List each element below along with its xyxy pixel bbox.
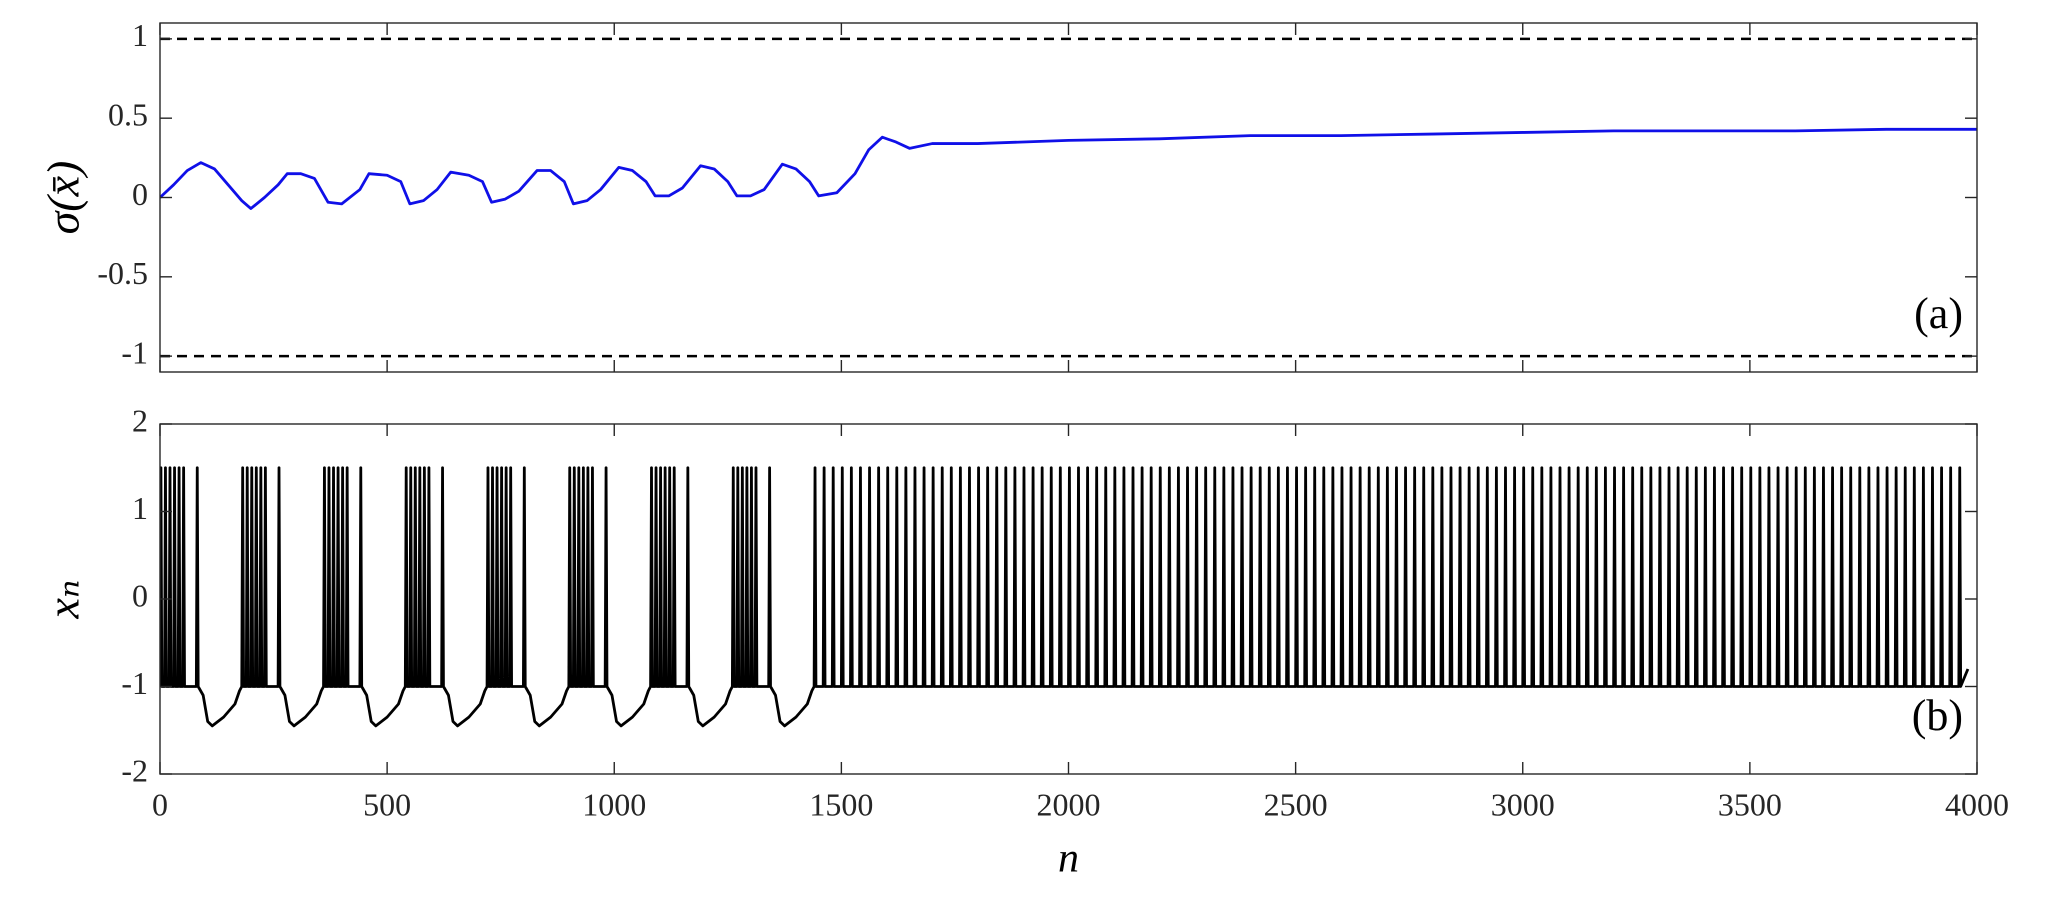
data-line <box>160 127 1977 210</box>
x-tick-label: 2500 <box>1264 786 1328 822</box>
y-tick-label: -0.5 <box>97 255 148 291</box>
x-tick-label: 3000 <box>1491 786 1555 822</box>
x-tick-label: 1500 <box>809 786 873 822</box>
panel-label: (a) <box>1914 289 1963 338</box>
x-tick-label: 0 <box>152 786 168 822</box>
plot-area <box>160 466 1970 728</box>
x-tick-label: 1000 <box>582 786 646 822</box>
y-tick-label: 1 <box>132 17 148 53</box>
x-tick-label: 3500 <box>1718 786 1782 822</box>
plot-area <box>160 37 1977 358</box>
x-tick-label: 500 <box>363 786 411 822</box>
y-tick-label: -1 <box>121 665 148 701</box>
x-tick-label: 2000 <box>1037 786 1101 822</box>
y-axis-label: σ(x̄) <box>38 161 89 235</box>
panel: -2 -1 0 1 2 0 500 1000 1500 2000 2500 3000 3500 4000 x… <box>38 402 2009 881</box>
y-tick-label: 1 <box>132 490 148 526</box>
y-tick-label: 0.5 <box>108 97 148 133</box>
y-tick-label: 0 <box>132 577 148 613</box>
x-tick-label: 4000 <box>1945 786 2009 822</box>
y-tick-label: -2 <box>121 752 148 788</box>
y-tick-label: 0 <box>132 176 148 212</box>
panel: -1 -0.5 0 0.5 1 σ(x̄) (a) <box>38 17 1978 373</box>
axes-frame <box>159 22 1978 373</box>
data-line <box>160 466 1970 728</box>
y-axis-label: xₙ <box>38 579 89 619</box>
y-tick-label: -1 <box>121 334 148 370</box>
panel-label: (b) <box>1912 691 1963 740</box>
y-tick-label: 2 <box>132 402 148 438</box>
x-axis-label: n <box>1058 836 1079 882</box>
